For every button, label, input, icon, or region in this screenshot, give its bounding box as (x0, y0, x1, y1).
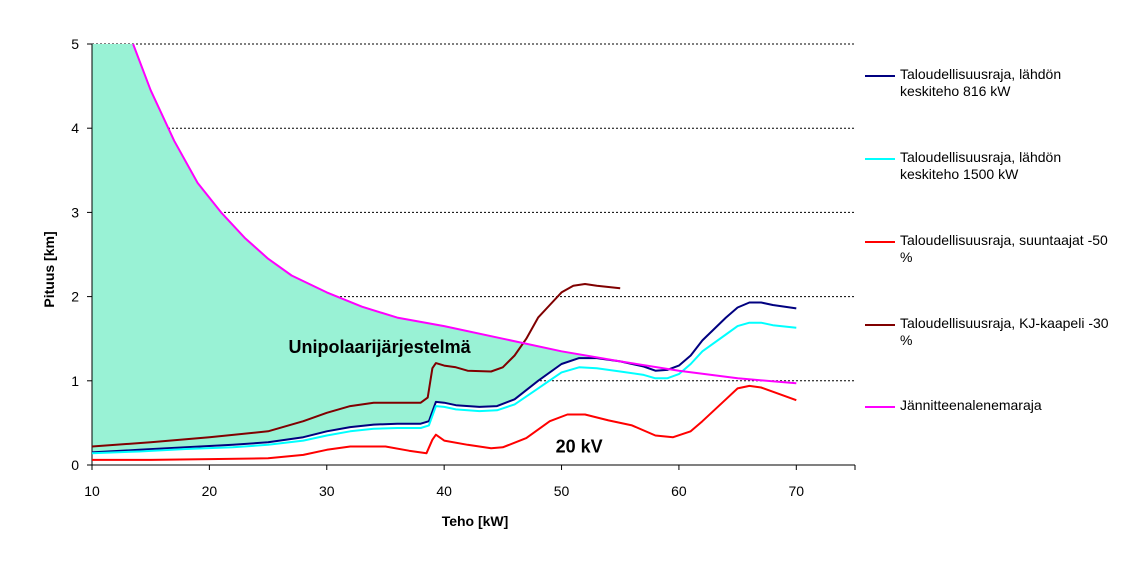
series-line-4 (91, 283, 621, 448)
legend-label: Taloudellisuusraja, lähdön keskiteho 816… (900, 66, 1062, 99)
x-tick-label: 10 (84, 483, 100, 499)
annotations: Unipolaarijärjestelmä 20 kV (289, 337, 603, 456)
series-lines (91, 43, 797, 461)
legend-swatch (865, 158, 895, 160)
y-tick-label: 0 (71, 457, 79, 473)
x-axis-title: Teho [kW] (442, 513, 509, 529)
annotation-label: Unipolaarijärjestelmä (289, 337, 472, 357)
shaded-area (92, 44, 618, 453)
legend-swatch (865, 241, 895, 243)
y-tick-label: 1 (71, 373, 79, 389)
x-tick-label: 70 (789, 483, 805, 499)
legend-swatch (865, 324, 895, 326)
y-tick-label: 2 (71, 289, 79, 305)
x-tick-label: 20 (202, 483, 218, 499)
y-axis-title: Pituus [km] (41, 231, 57, 307)
series-line-5 (132, 43, 797, 385)
series-line-1 (91, 301, 797, 454)
series-line-3 (92, 384, 797, 461)
series-line-2 (91, 321, 797, 455)
shaded-region (92, 44, 618, 453)
legend-swatch (865, 406, 895, 408)
y-tick-label: 3 (71, 204, 79, 220)
y-tick-label: 4 (71, 120, 79, 136)
annotation-label: 20 kV (556, 436, 603, 456)
x-tick-label: 30 (319, 483, 335, 499)
legend-swatch (865, 75, 895, 77)
legend-label: Jännitteenalenemaraja (900, 397, 1042, 413)
axes: 0 1 2 3 4 5 10 20 30 40 50 60 70 Teho [kW] Pituus [km] (41, 36, 856, 529)
x-tick-label: 60 (671, 483, 687, 499)
y-tick-label: 5 (71, 36, 79, 52)
legend-label: Taloudellisuusraja, lähdön keskiteho 150… (900, 149, 1062, 182)
x-tick-label: 50 (554, 483, 570, 499)
legend-label: Taloudellisuusraja, KJ-kaapeli -30 % (900, 315, 1109, 348)
legend-label: Taloudellisuusraja, suuntaajat -50 % (900, 232, 1108, 265)
x-tick-label: 40 (436, 483, 452, 499)
